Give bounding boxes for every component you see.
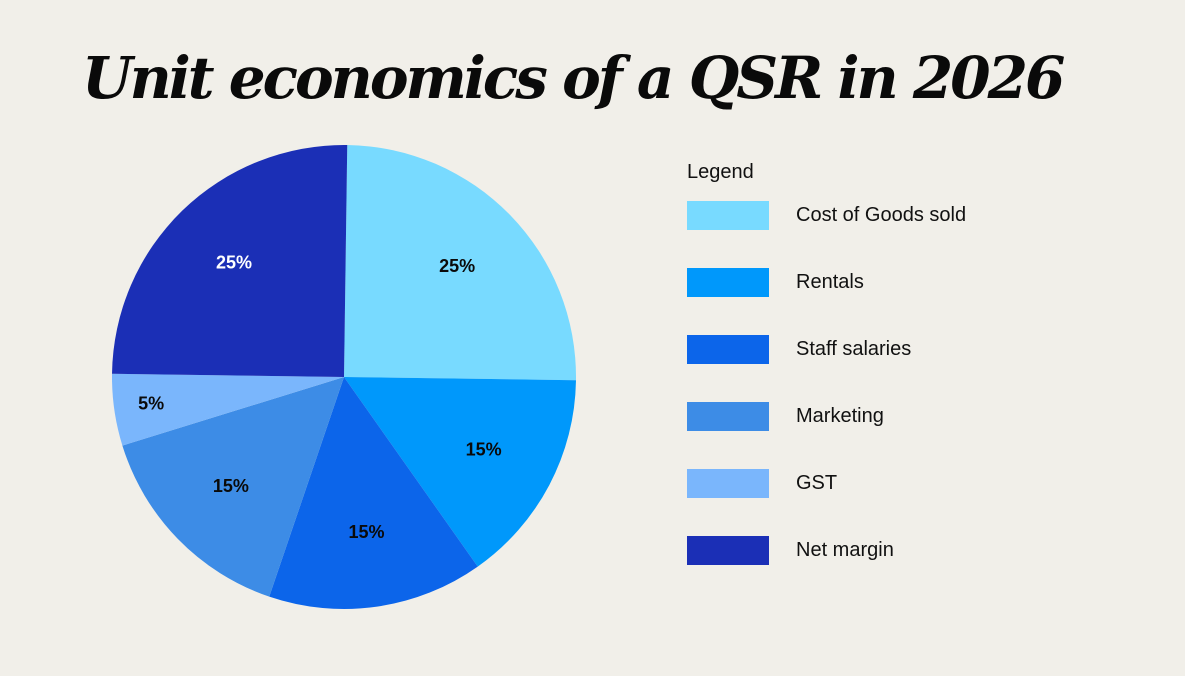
legend-label: GST <box>796 471 838 494</box>
pie-slice-cost-of-goods-sold <box>344 145 577 381</box>
legend-item-gst: GST <box>687 468 1107 498</box>
pie-slice-label-rentals: 15% <box>466 439 502 459</box>
legend-label: Staff salaries <box>796 337 912 360</box>
legend-label: Net margin <box>796 538 894 561</box>
pie-chart: 25% 15% 15% 15% 5% 25% <box>111 144 577 609</box>
pie-slice-label-marketing: 15% <box>213 476 249 496</box>
legend-title: Legend <box>687 161 754 183</box>
pie-slices <box>111 144 577 609</box>
legend-items: Cost of Goods sold Rentals Staff salaries M… <box>687 200 1107 565</box>
legend-label: Cost of Goods sold <box>796 203 967 226</box>
pie-slice-label-net-margin: 25% <box>216 253 252 273</box>
pie-slice-rentals <box>344 377 576 567</box>
pie-slice-label-staff-salaries: 15% <box>348 522 384 542</box>
legend: Legend Cost of Goods sold Rentals Staff sa… <box>687 160 1107 602</box>
legend-swatch <box>687 334 769 364</box>
pie-slice-staff-salaries <box>269 377 478 609</box>
pie-slice-label-cost-of-goods-sold: 25% <box>439 256 475 276</box>
pie-slice-label-gst: 5% <box>138 394 164 414</box>
chart-title: Unit economics of a QSR in 2026 <box>82 44 1065 112</box>
legend-item-cost-of-goods-sold: Cost of Goods sold <box>687 200 1107 230</box>
legend-swatch <box>687 267 769 297</box>
legend-item-staff-salaries: Staff salaries <box>687 334 1107 364</box>
legend-label: Rentals <box>796 270 864 293</box>
legend-swatch <box>687 535 769 565</box>
legend-item-rentals: Rentals <box>687 267 1107 297</box>
legend-item-marketing: Marketing <box>687 401 1107 431</box>
pie-slice-gst <box>111 373 344 446</box>
legend-swatch <box>687 200 769 230</box>
legend-item-net-margin: Net margin <box>687 535 1107 565</box>
pie-slice-net-margin <box>112 144 348 377</box>
legend-label: Marketing <box>796 404 884 427</box>
legend-swatch <box>687 468 769 498</box>
legend-swatch <box>687 401 769 431</box>
pie-labels: 25% 15% 15% 15% 5% 25% <box>138 253 502 542</box>
pie-slice-marketing <box>122 377 344 597</box>
